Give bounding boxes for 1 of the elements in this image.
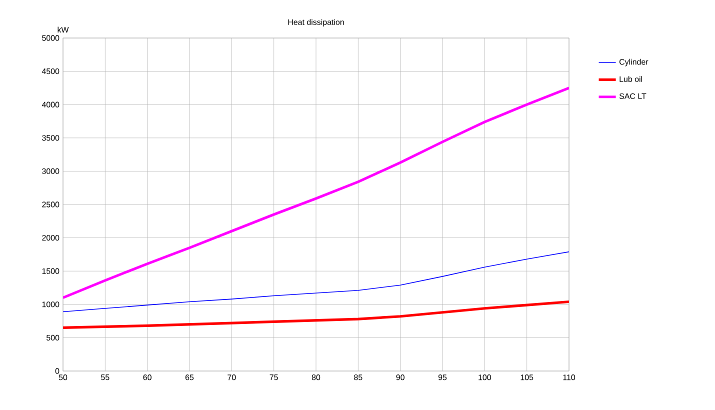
line-series [63, 86, 570, 300]
